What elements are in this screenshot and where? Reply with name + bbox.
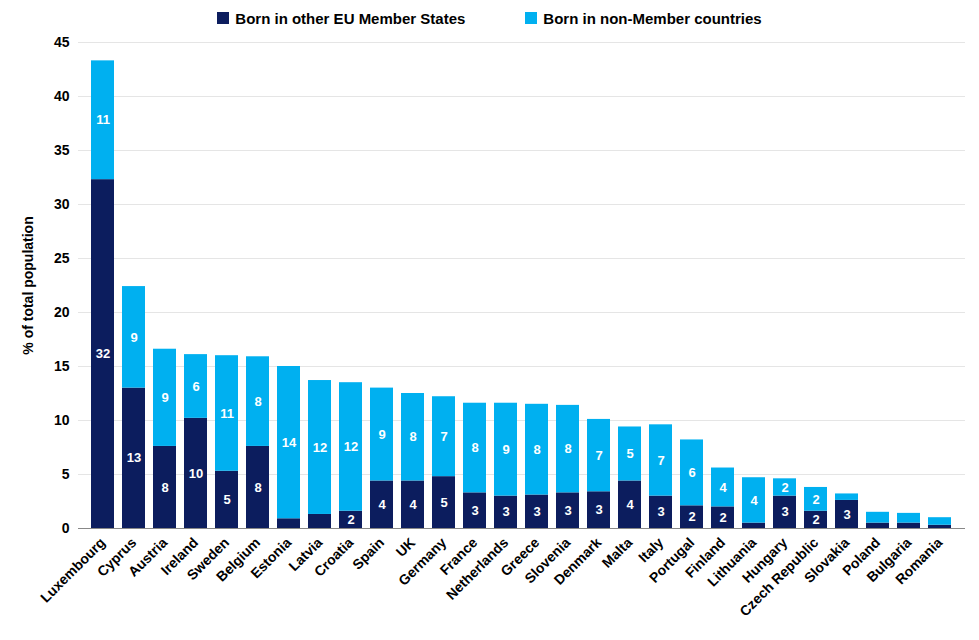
html-text:Born in other EU Member States: Born in other EU Member States bbox=[235, 9, 466, 27]
svg-text:0: 0 bbox=[62, 520, 70, 536]
svg-text:15: 15 bbox=[54, 358, 70, 374]
svg-text:6: 6 bbox=[192, 379, 199, 394]
svg-text:5: 5 bbox=[62, 466, 70, 482]
svg-text:Poland: Poland bbox=[839, 534, 884, 579]
svg-text:8: 8 bbox=[533, 442, 540, 457]
svg-text:4: 4 bbox=[378, 497, 386, 512]
svg-text:20: 20 bbox=[54, 304, 70, 320]
svg-text:4: 4 bbox=[409, 497, 417, 512]
svg-text:25: 25 bbox=[54, 250, 70, 266]
svg-text:11: 11 bbox=[220, 406, 234, 421]
svg-text:8: 8 bbox=[254, 480, 261, 495]
svg-text:30: 30 bbox=[54, 196, 70, 212]
svg-text:3: 3 bbox=[781, 504, 788, 519]
svg-text:9: 9 bbox=[502, 442, 509, 457]
svg-text:Estonia: Estonia bbox=[247, 534, 294, 581]
svg-text:Denmark: Denmark bbox=[551, 534, 605, 588]
svg-text:3: 3 bbox=[471, 503, 478, 518]
svg-text:2: 2 bbox=[781, 480, 788, 495]
svg-text:3: 3 bbox=[564, 503, 571, 518]
svg-text:Netherlands: Netherlands bbox=[442, 534, 512, 603]
html-text:Born in non-Member countries: Born in non-Member countries bbox=[543, 9, 762, 27]
svg-text:8: 8 bbox=[564, 441, 571, 456]
svg-text:Cyprus: Cyprus bbox=[93, 534, 140, 580]
svg-text:3: 3 bbox=[502, 504, 509, 519]
svg-text:4: 4 bbox=[719, 480, 727, 495]
svg-text:3: 3 bbox=[657, 504, 664, 519]
svg-text:2: 2 bbox=[812, 492, 819, 507]
svg-text:Croatia: Croatia bbox=[311, 534, 357, 580]
svg-text:Germany: Germany bbox=[395, 534, 450, 589]
svg-text:5: 5 bbox=[223, 492, 230, 507]
svg-text:8: 8 bbox=[161, 480, 168, 495]
svg-text:Italy: Italy bbox=[635, 534, 667, 566]
svg-text:Romania: Romania bbox=[892, 534, 945, 587]
svg-text:32: 32 bbox=[96, 346, 110, 361]
svg-text:3: 3 bbox=[533, 504, 540, 519]
svg-text:45: 45 bbox=[54, 34, 70, 50]
svg-text:35: 35 bbox=[54, 142, 70, 158]
svg-text:Latvia: Latvia bbox=[285, 534, 326, 575]
svg-text:13: 13 bbox=[127, 450, 141, 465]
svg-text:3: 3 bbox=[595, 502, 602, 517]
svg-text:7: 7 bbox=[595, 448, 602, 463]
svg-text:Belgium: Belgium bbox=[212, 534, 264, 585]
svg-text:France: France bbox=[436, 534, 481, 579]
svg-text:Spain: Spain bbox=[349, 534, 387, 572]
svg-text:2: 2 bbox=[347, 512, 354, 527]
svg-text:7: 7 bbox=[440, 429, 447, 444]
svg-text:Bulgaria: Bulgaria bbox=[863, 534, 915, 586]
svg-text:Malta: Malta bbox=[599, 534, 636, 571]
svg-text:Slovenia: Slovenia bbox=[521, 534, 574, 587]
svg-text:12: 12 bbox=[344, 439, 358, 454]
svg-text:Hungary: Hungary bbox=[738, 534, 791, 586]
svg-text:14: 14 bbox=[282, 435, 297, 450]
svg-text:3: 3 bbox=[843, 507, 850, 522]
svg-text:2: 2 bbox=[719, 510, 726, 525]
svg-text:Czech Republic: Czech Republic bbox=[736, 534, 822, 620]
svg-text:10: 10 bbox=[54, 412, 70, 428]
svg-text:Slovakia: Slovakia bbox=[801, 534, 853, 586]
svg-text:11: 11 bbox=[96, 112, 110, 127]
svg-text:Sweden: Sweden bbox=[183, 534, 233, 583]
svg-text:7: 7 bbox=[657, 453, 664, 468]
svg-text:40: 40 bbox=[54, 88, 70, 104]
svg-text:% of total population: % of total population bbox=[20, 216, 36, 354]
svg-text:Lithuania: Lithuania bbox=[704, 534, 760, 590]
svg-text:9: 9 bbox=[161, 390, 168, 405]
svg-text:8: 8 bbox=[409, 429, 416, 444]
svg-text:Portugal: Portugal bbox=[645, 534, 698, 586]
svg-text:Greece: Greece bbox=[497, 534, 543, 580]
svg-text:9: 9 bbox=[378, 427, 385, 442]
svg-text:UK: UK bbox=[393, 534, 419, 560]
svg-text:Ireland: Ireland bbox=[157, 534, 202, 579]
svg-text:10: 10 bbox=[189, 466, 203, 481]
svg-text:2: 2 bbox=[688, 509, 695, 524]
svg-text:Luxembourg: Luxembourg bbox=[37, 534, 109, 606]
svg-text:4: 4 bbox=[626, 497, 634, 512]
svg-text:8: 8 bbox=[471, 440, 478, 455]
svg-text:5: 5 bbox=[626, 446, 633, 461]
svg-text:2: 2 bbox=[812, 512, 819, 527]
svg-text:8: 8 bbox=[254, 394, 261, 409]
svg-text:9: 9 bbox=[130, 330, 137, 345]
svg-text:4: 4 bbox=[750, 493, 758, 508]
svg-text:Austria: Austria bbox=[124, 534, 171, 580]
svg-text:6: 6 bbox=[688, 465, 695, 480]
svg-text:5: 5 bbox=[440, 495, 447, 510]
svg-text:12: 12 bbox=[313, 440, 327, 455]
svg-text:Finland: Finland bbox=[681, 534, 729, 581]
